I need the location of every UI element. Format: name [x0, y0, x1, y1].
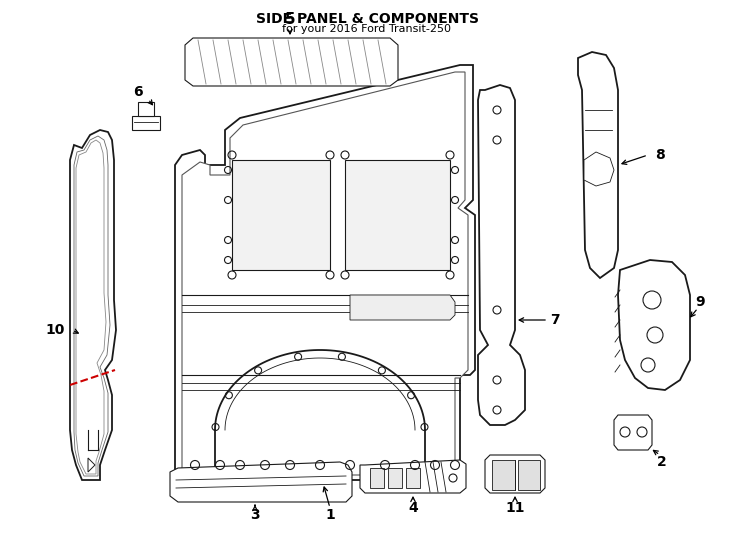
Polygon shape [614, 415, 652, 450]
Text: 11: 11 [505, 501, 525, 515]
Text: 8: 8 [655, 148, 665, 162]
Polygon shape [406, 468, 420, 488]
Polygon shape [578, 52, 618, 278]
Polygon shape [185, 38, 398, 86]
Text: 6: 6 [133, 85, 143, 99]
Text: 4: 4 [408, 501, 418, 515]
Polygon shape [345, 160, 450, 270]
Text: 9: 9 [695, 295, 705, 309]
Polygon shape [370, 468, 384, 488]
Polygon shape [584, 152, 614, 186]
Polygon shape [388, 468, 402, 488]
Polygon shape [232, 160, 330, 270]
Polygon shape [88, 458, 95, 472]
Text: 1: 1 [325, 508, 335, 522]
Polygon shape [485, 455, 545, 493]
Polygon shape [350, 295, 455, 320]
Polygon shape [175, 65, 475, 480]
Polygon shape [360, 460, 466, 493]
Text: 7: 7 [550, 313, 560, 327]
Polygon shape [518, 460, 540, 490]
Polygon shape [70, 130, 116, 480]
Polygon shape [170, 462, 352, 502]
Text: 2: 2 [657, 455, 667, 469]
Text: 5: 5 [285, 12, 295, 28]
Polygon shape [132, 116, 160, 130]
Polygon shape [492, 460, 515, 490]
Text: 10: 10 [46, 323, 65, 337]
Polygon shape [478, 85, 525, 425]
Text: 3: 3 [250, 508, 260, 522]
Text: SIDE PANEL & COMPONENTS: SIDE PANEL & COMPONENTS [255, 12, 479, 26]
Polygon shape [618, 260, 690, 390]
Polygon shape [182, 72, 468, 475]
Polygon shape [138, 102, 154, 116]
Text: for your 2016 Ford Transit-250: for your 2016 Ford Transit-250 [283, 24, 451, 34]
